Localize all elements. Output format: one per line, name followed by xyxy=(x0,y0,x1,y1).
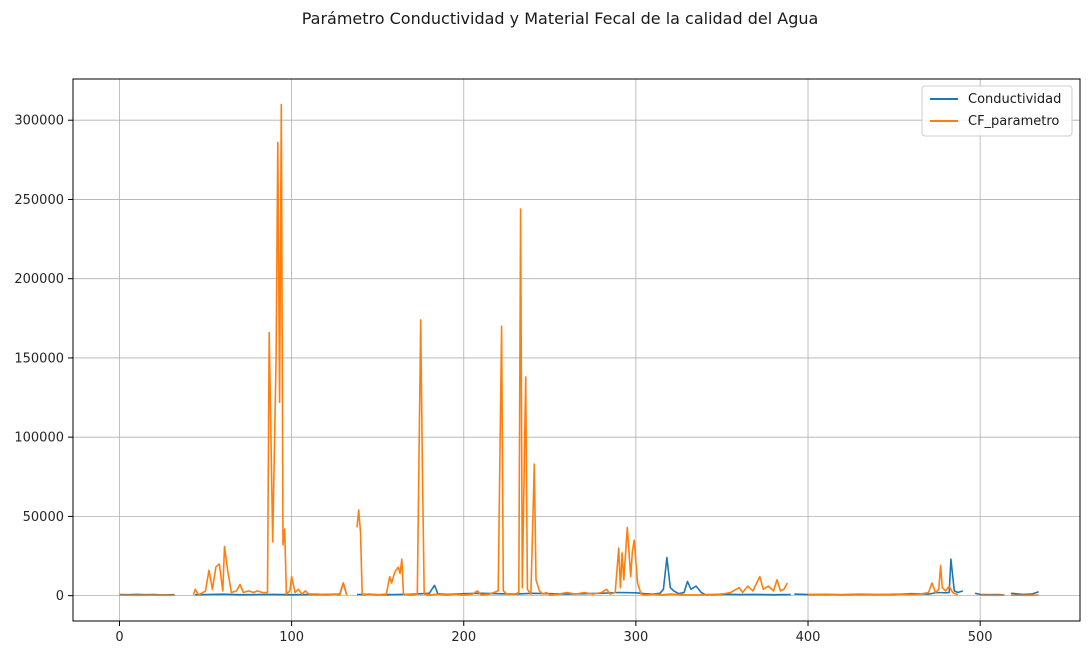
x-tick-label: 0 xyxy=(115,630,123,645)
series-line-cf-parametro xyxy=(807,564,959,596)
series-lines xyxy=(119,103,1039,597)
y-tick-label: 300000 xyxy=(14,114,64,129)
x-tick-label: 300 xyxy=(623,630,648,645)
series-line-cf-parametro xyxy=(356,208,789,596)
y-tick-label: 150000 xyxy=(14,351,64,366)
y-tick-label: 200000 xyxy=(14,272,64,287)
legend-box xyxy=(921,85,1073,137)
legend-label-conductividad: Conductividad xyxy=(968,92,1061,107)
series-line-conductividad xyxy=(356,556,791,596)
grid-lines xyxy=(73,79,1080,621)
y-axis-ticks: 0 50000 100000 150000 200000 250000 300000 xyxy=(14,114,73,604)
y-tick-label: 50000 xyxy=(23,510,64,525)
x-tick-label: 200 xyxy=(451,630,476,645)
plot-area-frame xyxy=(72,78,1081,622)
x-axis-ticks: 0 100 200 300 400 500 xyxy=(115,621,993,645)
chart-title: Parámetro Conductividad y Material Fecal… xyxy=(302,9,819,28)
y-tick-label: 0 xyxy=(56,589,64,604)
y-tick-label: 250000 xyxy=(14,193,64,208)
series-line-conductividad xyxy=(1011,590,1039,596)
x-tick-label: 400 xyxy=(796,630,821,645)
x-tick-label: 500 xyxy=(968,630,993,645)
legend-label-cf-parametro: CF_parametro xyxy=(968,114,1059,129)
legend: Conductividad CF_parametro xyxy=(921,85,1073,137)
y-tick-label: 100000 xyxy=(14,431,64,446)
series-line-conductividad xyxy=(195,582,348,596)
series-line-cf-parametro xyxy=(192,103,348,596)
x-tick-label: 100 xyxy=(279,630,304,645)
